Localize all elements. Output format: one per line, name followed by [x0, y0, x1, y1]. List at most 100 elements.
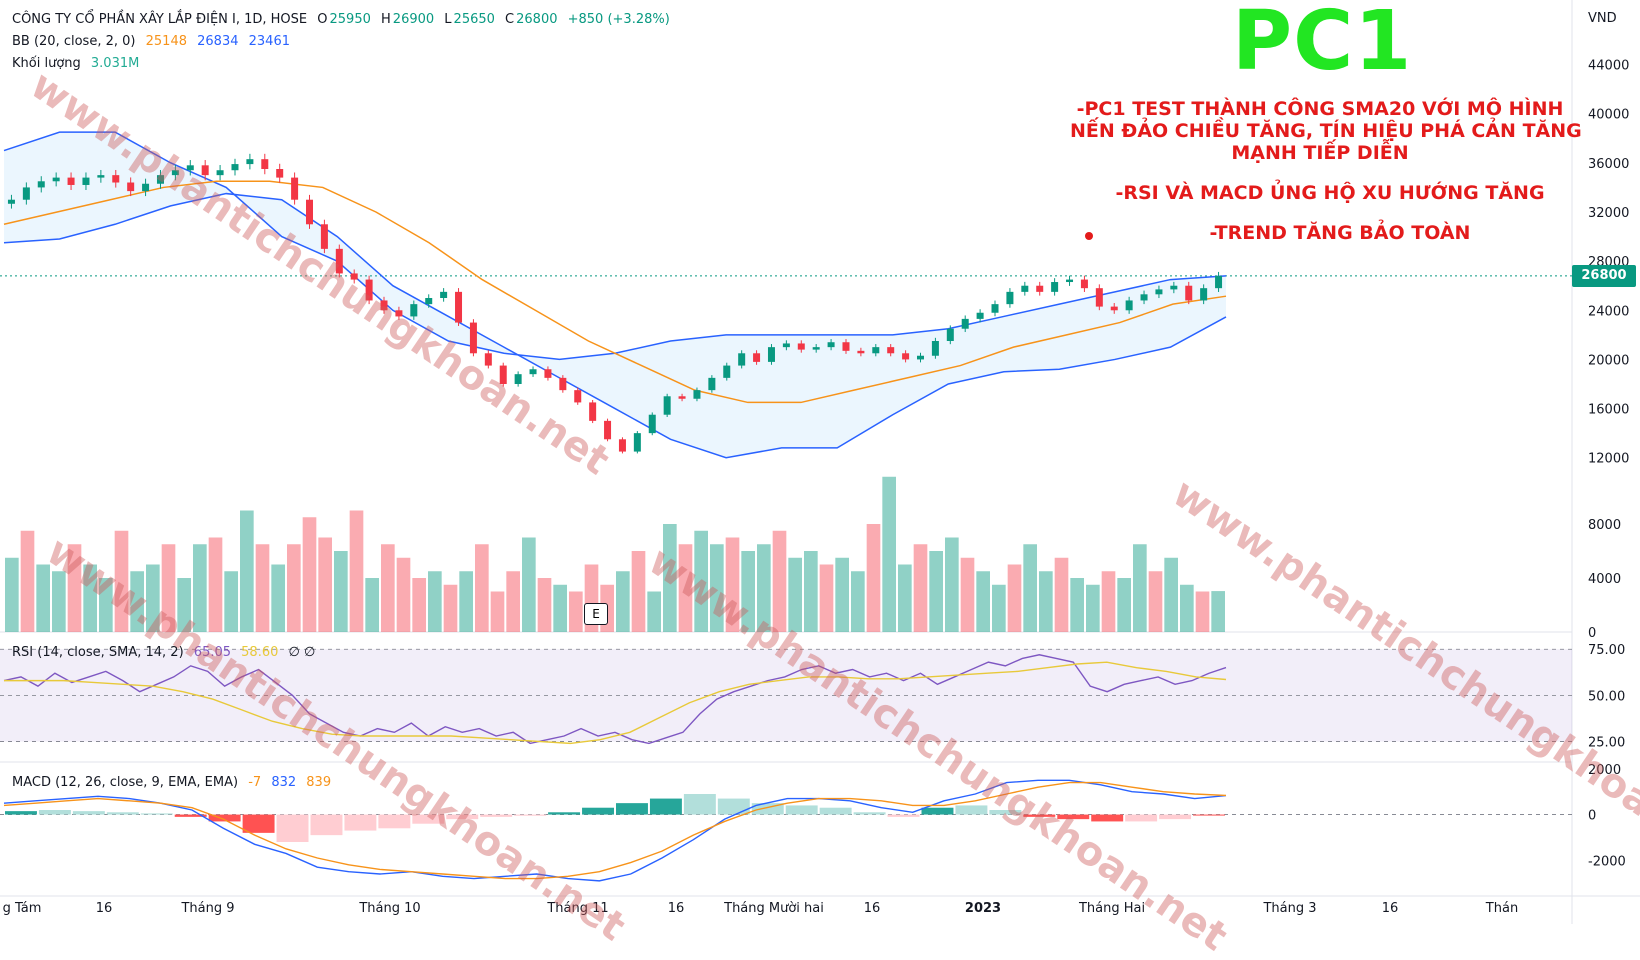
candle-body [142, 183, 150, 192]
axis-layer [0, 0, 1640, 924]
legend-change: +850 (+3.28%) [567, 12, 670, 27]
volume-bar [1023, 544, 1037, 632]
macd-histogram-bar [548, 812, 581, 815]
volume-bar [396, 557, 411, 632]
legend-close: 26800 [516, 12, 558, 27]
volume-bar [992, 584, 1006, 632]
volume-bar [851, 571, 865, 632]
volume-bars [5, 476, 1225, 632]
volume-bar [1164, 557, 1178, 632]
candle-body [1006, 291, 1014, 305]
macd-pane [0, 779, 1572, 882]
macd-histogram-bar [1091, 814, 1124, 822]
candle-body [246, 159, 254, 165]
candle-body [350, 273, 358, 280]
macd-hist-value: -7 [248, 775, 262, 790]
volume-bar [1007, 564, 1022, 632]
macd-histogram-bar [1057, 814, 1090, 820]
candle-body [976, 312, 984, 319]
macd-histogram-bar [887, 814, 920, 817]
bb-legend[interactable]: BB (20, close, 2, 0) 25148 26834 23461 [12, 34, 296, 49]
volume-bar [694, 530, 708, 632]
candlesticks [7, 153, 1223, 454]
rsi-tick-label: 25.00 [1588, 736, 1625, 751]
bb-basis-line [3, 180, 1227, 404]
candle-body [22, 187, 30, 200]
volume-bar [224, 571, 238, 632]
volume-bar [99, 578, 113, 632]
volume-bar [20, 530, 35, 632]
candle-body [872, 347, 880, 354]
candle-body [618, 439, 626, 452]
rsi-tick-label: 75.00 [1588, 643, 1625, 658]
candle-body [917, 355, 924, 360]
candle-body [97, 175, 105, 178]
volume-bar [804, 551, 818, 632]
volume-bar [537, 578, 552, 632]
volume-bar [741, 551, 755, 632]
time-tick-label: Thán [1485, 901, 1518, 916]
candle-body [1095, 288, 1103, 307]
candle-body [37, 181, 45, 188]
macd-histogram-bar [616, 803, 648, 815]
annotation-line-3: MẠNH TIẾP DIỄN [1231, 142, 1409, 164]
time-tick-label: Tháng 11 [546, 901, 608, 916]
rsi-legend[interactable]: RSI (14, close, SMA, 14, 2) 65.05 58.60 … [12, 645, 321, 660]
volume-legend[interactable]: Khối lượng 3.031M [12, 56, 145, 71]
bb-basis-value: 25148 [145, 34, 187, 49]
rsi-extra: ∅ ∅ [288, 645, 316, 660]
volume-bar [553, 584, 567, 632]
candle-body [261, 159, 269, 169]
candle-body [857, 350, 865, 354]
candle-body [1170, 285, 1178, 290]
candle-body [633, 433, 641, 452]
macd-histogram-bar [446, 814, 479, 820]
volume-tick-label: 8000 [1588, 518, 1621, 533]
candle-body [782, 343, 790, 348]
candle-body [767, 347, 775, 362]
candle-body [559, 377, 567, 391]
candle-body [231, 164, 239, 171]
legend-high: 26900 [392, 12, 435, 27]
volume-bar [788, 557, 802, 632]
candle-body [276, 169, 284, 178]
volume-bar [240, 510, 254, 632]
volume-bar [1054, 557, 1069, 632]
volume-bar [52, 571, 66, 632]
macd-histogram-bar [106, 812, 139, 815]
candle-body [1110, 306, 1118, 311]
volume-bar [428, 571, 442, 632]
macd-histogram-bar [717, 798, 750, 815]
volume-bar [318, 537, 332, 632]
candle-body [842, 342, 850, 351]
candle-body [529, 369, 537, 375]
candle-body [171, 170, 179, 176]
chart-stage: VND1200016000200002400028000320003600040… [0, 0, 1640, 924]
volume-bar [882, 476, 896, 632]
price-tick-label: 16000 [1588, 403, 1629, 418]
candle-body [678, 396, 686, 399]
annotation-block: -PC1 TEST THÀNH CÔNG SMA20 VỚI MÔ HÌNH N… [1070, 98, 1582, 164]
volume-bar [130, 571, 144, 632]
macd-histogram-bar [1125, 814, 1158, 822]
volume-bar [1039, 571, 1053, 632]
volume-bar [381, 544, 395, 632]
volume-bar [1211, 591, 1225, 632]
annotation-line-2: NẾN ĐẢO CHIỀU TĂNG, TÍN HIỆU PHÁ CẢN TĂN… [1070, 120, 1582, 142]
macd-legend[interactable]: MACD (12, 26, close, 9, EMA, EMA) -7 832… [12, 775, 337, 790]
earnings-marker[interactable]: E [584, 603, 608, 625]
candle-body [1200, 288, 1208, 301]
volume-bar [255, 544, 270, 632]
macd-histogram-bar [208, 814, 241, 822]
volume-bar [647, 591, 661, 632]
candle-body [961, 318, 969, 329]
macd-line-value: 832 [271, 775, 297, 790]
axis-labels: VND1200016000200002400028000320003600040… [3, 11, 1630, 916]
candle-body [306, 199, 313, 225]
candle-body [887, 347, 895, 354]
time-tick-label: 16 [668, 901, 685, 916]
macd-line [3, 779, 1227, 882]
time-tick-label: 2023 [965, 901, 1001, 916]
volume-bar [443, 584, 458, 632]
candle-body [410, 304, 418, 317]
